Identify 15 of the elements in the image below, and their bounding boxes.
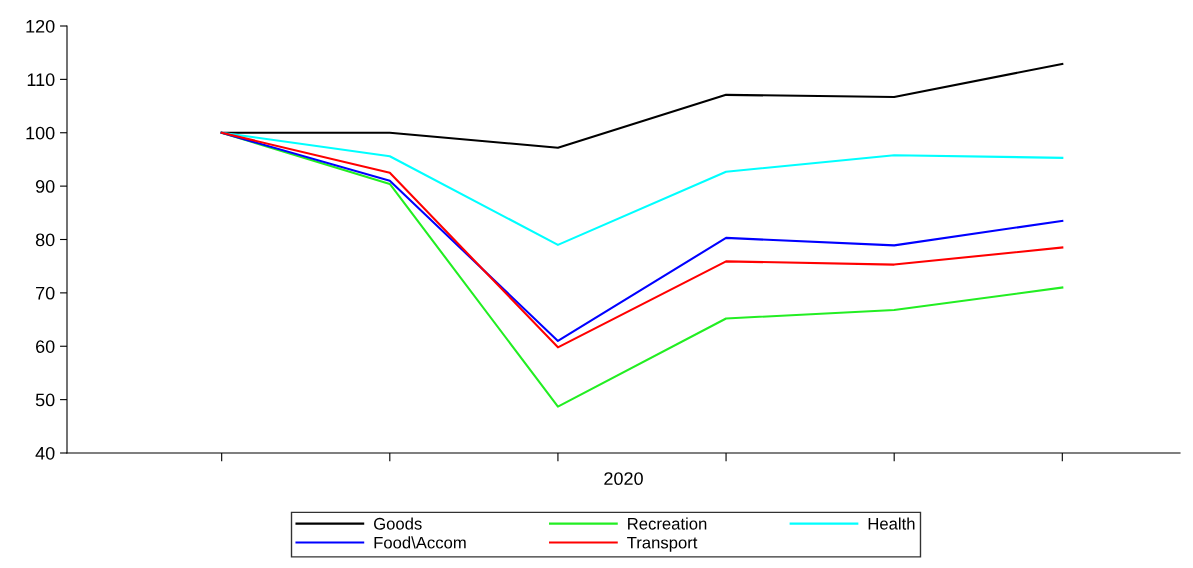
- legend-label: Goods: [374, 517, 422, 530]
- y-tick-label: 50: [35, 393, 55, 407]
- legend-label: Transport: [627, 536, 698, 552]
- legend-label: Food\Accom: [374, 536, 466, 549]
- x-axis-title: 2020: [604, 472, 643, 486]
- y-tick-label: 70: [36, 286, 55, 300]
- y-tick-label: 100: [26, 126, 55, 140]
- legend-label: Recreation: [628, 517, 707, 530]
- y-tick-label: 90: [35, 180, 55, 193]
- y-tick-label: 80: [35, 233, 55, 247]
- y-tick-label: 60: [36, 340, 55, 353]
- y-tick-label: 120: [26, 19, 55, 33]
- legend-label: Health: [868, 517, 915, 530]
- y-tick-label: 40: [35, 446, 55, 460]
- y-tick-label: 110: [27, 73, 55, 87]
